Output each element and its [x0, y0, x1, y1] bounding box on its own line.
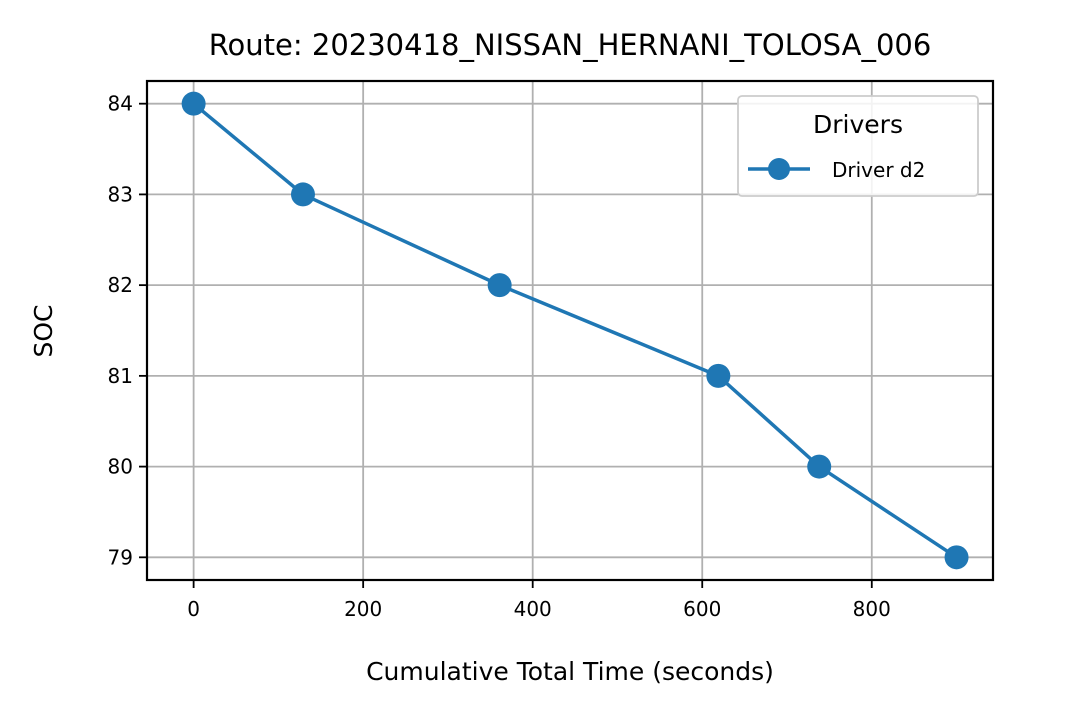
y-tick-label: 81 [108, 364, 133, 388]
y-axis-label: SOC [29, 304, 58, 357]
legend: Drivers Driver d2 [737, 95, 979, 197]
legend-title: Drivers [813, 110, 903, 139]
data-point [290, 182, 315, 207]
series-line-driver-d2 [191, 101, 959, 560]
plot-frame [145, 79, 995, 582]
legend-marker-swatch [768, 158, 790, 180]
y-tick-label: 80 [108, 455, 133, 479]
data-point [181, 91, 206, 116]
y-tick-label: 83 [108, 182, 133, 206]
x-tick-label: 400 [514, 597, 552, 621]
y-tick-label: 82 [108, 273, 133, 297]
y-tick-label: 84 [108, 92, 133, 116]
data-point [944, 545, 969, 570]
data-point [487, 273, 512, 298]
series-layer [181, 91, 969, 570]
data-point [706, 363, 731, 388]
chart-title: Route: 20230418_NISSAN_HERNANI_TOLOSA_00… [209, 28, 932, 62]
x-axis-label: Cumulative Total Time (seconds) [366, 657, 774, 686]
axis-ticks: 0 200 400 600 800 79 80 81 82 83 84 [108, 92, 891, 621]
data-point [807, 454, 832, 479]
y-tick-label: 79 [108, 545, 133, 569]
x-tick-label: 0 [187, 597, 200, 621]
legend-label-driver-d2: Driver d2 [832, 158, 925, 182]
x-tick-label: 200 [344, 597, 382, 621]
x-tick-label: 600 [683, 597, 721, 621]
x-tick-label: 800 [853, 597, 891, 621]
legend-box [737, 95, 979, 197]
